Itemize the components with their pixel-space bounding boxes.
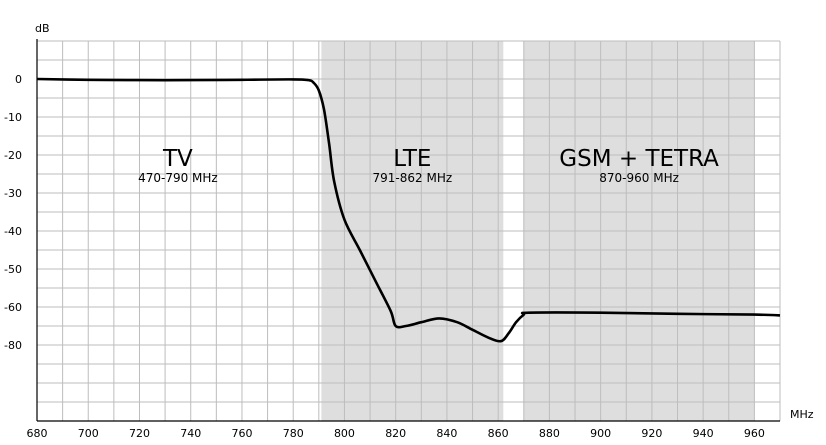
band-range-label: 791-862 MHz <box>373 171 453 185</box>
y-tick-labels: 0 -10 -20 -30 -40 -50 -60 -80 <box>4 73 22 352</box>
y-tick-label: -40 <box>4 225 22 238</box>
y-tick-label: -20 <box>4 149 22 162</box>
band-name-label: TV <box>162 146 193 172</box>
x-tick-label: 940 <box>693 427 714 440</box>
x-tick-label: 960 <box>744 427 765 440</box>
axis-lines <box>36 39 780 422</box>
y-axis-unit: dB <box>35 22 50 35</box>
x-tick-label: 900 <box>590 427 611 440</box>
x-tick-label: 840 <box>436 427 457 440</box>
x-tick-label: 700 <box>78 427 99 440</box>
chart-grid <box>37 40 781 422</box>
x-tick-label: 880 <box>539 427 560 440</box>
y-tick-label: -30 <box>4 187 22 200</box>
x-tick-label: 740 <box>180 427 201 440</box>
series-line-0 <box>36 77 781 343</box>
x-tick-label: 820 <box>385 427 406 440</box>
y-tick-label: -60 <box>4 301 22 314</box>
band-name-label: GSM + TETRA <box>559 146 719 172</box>
band-range-label: 470-790 MHz <box>138 171 218 185</box>
y-tick-label: 0 <box>15 73 22 86</box>
y-tick-label: -50 <box>4 263 22 276</box>
y-tick-label: -80 <box>4 339 22 352</box>
x-tick-label: 800 <box>334 427 355 440</box>
band-name-label: LTE <box>393 146 431 172</box>
x-tick-label: 680 <box>27 427 48 440</box>
x-tick-label: 760 <box>231 427 252 440</box>
y-tick-label: -10 <box>4 111 22 124</box>
x-tick-label: 860 <box>488 427 509 440</box>
x-tick-label: 780 <box>283 427 304 440</box>
band-range-label: 870-960 MHz <box>599 171 679 185</box>
series-layer <box>36 77 781 343</box>
x-tick-label: 920 <box>641 427 662 440</box>
x-tick-labels: 680 700 720 740 760 780 800 820 840 860 880 900 920 9… <box>27 427 765 440</box>
x-axis-unit: MHz <box>790 408 814 421</box>
x-tick-label: 720 <box>129 427 150 440</box>
